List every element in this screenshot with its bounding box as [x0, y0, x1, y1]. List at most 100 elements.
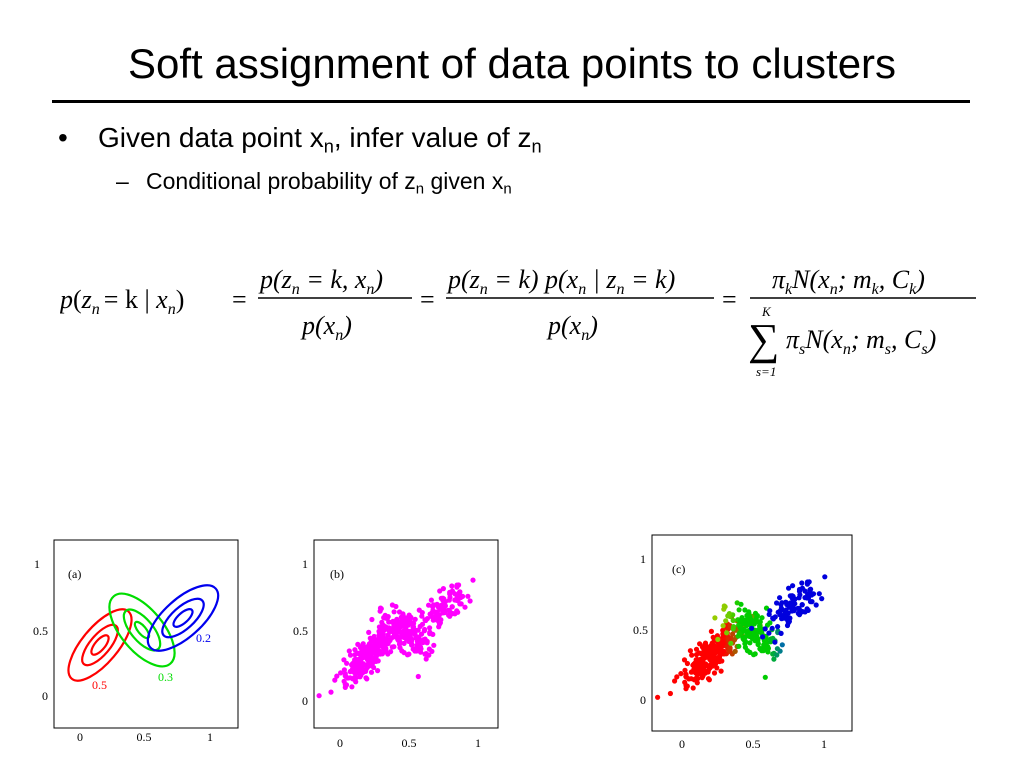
data-point: [719, 639, 725, 645]
data-point: [392, 626, 398, 632]
data-point: [690, 685, 696, 691]
data-point: [358, 672, 364, 678]
data-point: [380, 631, 386, 637]
slide-title: Soft assignment of data points to cluste…: [127, 40, 897, 87]
data-point: [754, 613, 760, 619]
eq-lhs: p(zn = k | xn): [60, 285, 184, 318]
data-point: [465, 593, 471, 599]
data-point: [744, 648, 750, 654]
data-point: [721, 603, 727, 609]
data-point: [746, 609, 752, 615]
panel-c-points: [655, 574, 828, 700]
data-point: [376, 624, 382, 630]
data-point: [757, 619, 763, 625]
posterior-equation: p(zn = k | xn) = p(zn = k, xn) p(xn) = p(…: [60, 265, 976, 379]
data-point: [682, 679, 688, 685]
data-point: [754, 634, 760, 640]
data-point: [799, 580, 805, 586]
data-point: [386, 625, 392, 631]
title-rule: [52, 100, 970, 103]
data-point: [417, 644, 424, 650]
data-point: [436, 612, 442, 618]
data-point: [774, 646, 780, 652]
x-tick-label: 0.5: [137, 730, 152, 744]
data-point: [728, 640, 734, 646]
data-point: [449, 604, 455, 610]
data-point: [389, 602, 395, 608]
panel-b-y-ticks: 1 0.5 0: [293, 557, 308, 708]
data-point: [332, 677, 338, 683]
data-point: [424, 640, 430, 646]
data-point: [734, 600, 740, 606]
data-point: [684, 660, 690, 667]
data-point: [454, 584, 460, 590]
data-point: [694, 671, 700, 677]
data-point: [714, 655, 720, 661]
data-point: [431, 642, 437, 648]
panel-b-unlabeled-points: (b) 1 0.5 0 0 0.5 1: [293, 539, 499, 750]
eq-equals-1: =: [232, 285, 247, 314]
data-point: [777, 608, 783, 614]
data-point: [802, 595, 808, 601]
data-point: [787, 593, 793, 599]
data-point: [725, 613, 731, 619]
data-point: [775, 624, 781, 630]
data-point: [779, 616, 785, 622]
data-point: [426, 652, 432, 658]
data-point: [790, 583, 796, 589]
data-point: [689, 652, 695, 658]
data-point: [762, 639, 768, 646]
data-point: [447, 589, 453, 595]
data-point: [376, 639, 382, 645]
panel-a-mixture-contours: (a) 0.5 0.3 0.2 1 0.5 0 0 0.5 1: [33, 539, 239, 744]
data-point: [687, 648, 693, 654]
data-point: [747, 633, 753, 639]
data-point: [413, 635, 419, 641]
data-point: [772, 639, 778, 645]
x-tick-label: 0.5: [402, 736, 417, 750]
data-point: [366, 629, 372, 635]
data-point: [757, 623, 763, 629]
data-point: [383, 641, 390, 647]
data-point: [762, 626, 768, 632]
data-point: [409, 628, 415, 634]
data-point: [368, 669, 375, 675]
data-point: [395, 629, 402, 635]
data-point: [426, 646, 432, 652]
data-point: [391, 632, 397, 638]
data-point: [415, 673, 421, 680]
y-tick-label: 0.5: [33, 624, 48, 638]
data-point: [683, 674, 689, 680]
data-point: [379, 619, 385, 625]
eq-equals-2: =: [420, 285, 435, 314]
data-point: [341, 657, 347, 663]
data-point: [388, 649, 394, 655]
data-point: [769, 625, 775, 631]
panel-c-x-ticks: 0 0.5 1: [679, 737, 827, 751]
data-point: [412, 616, 418, 622]
y-tick-label: 0: [302, 694, 308, 708]
x-tick-label: 0.5: [746, 737, 761, 751]
data-point: [409, 641, 415, 647]
data-point: [778, 602, 784, 608]
panel-b-points: [316, 577, 476, 699]
data-point: [437, 588, 443, 594]
data-point: [698, 667, 704, 673]
data-point: [702, 640, 709, 646]
data-point: [452, 597, 458, 603]
data-point: [404, 620, 410, 626]
data-point: [396, 641, 403, 647]
data-point: [407, 634, 414, 641]
data-point: [381, 615, 387, 621]
data-point: [438, 617, 444, 623]
eq-f3-denominator: πsN(xn; ms, Cs): [786, 325, 936, 358]
data-point: [363, 646, 369, 652]
panel-a-label: (a): [68, 567, 81, 581]
x-tick-label: 1: [207, 730, 213, 744]
data-point: [346, 648, 352, 654]
data-point: [455, 609, 461, 615]
data-point: [736, 631, 742, 637]
data-point: [353, 658, 359, 664]
data-point: [371, 655, 377, 661]
data-point: [714, 665, 720, 671]
